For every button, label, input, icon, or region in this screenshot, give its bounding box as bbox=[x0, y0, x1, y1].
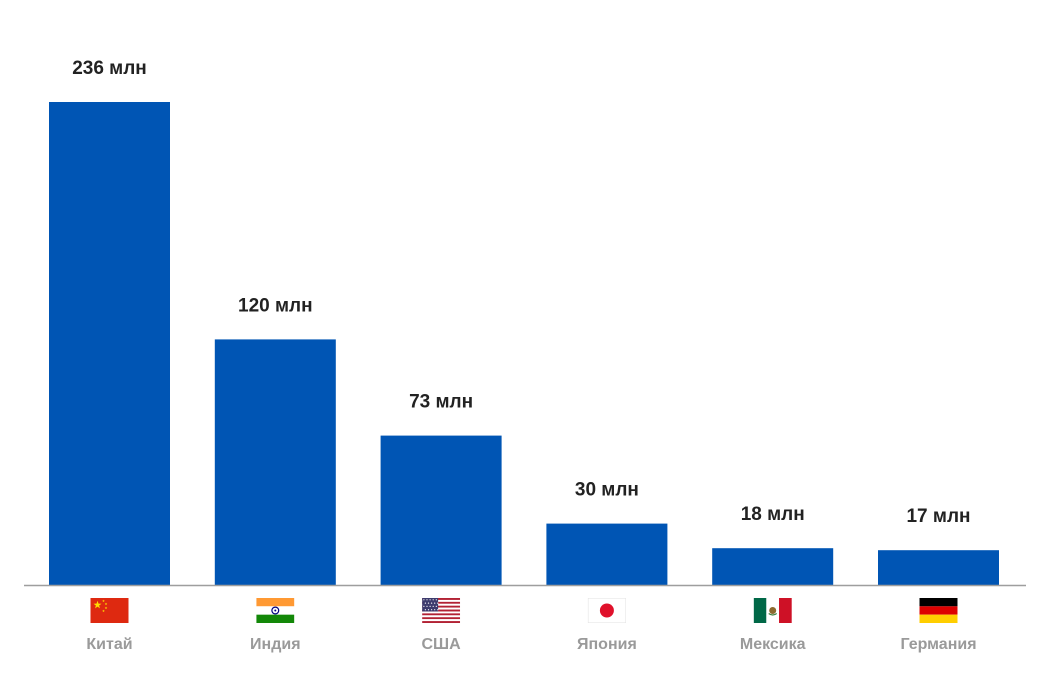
germany-flag-icon bbox=[919, 598, 958, 623]
bar-2 bbox=[214, 339, 336, 585]
value-label-6: 17 млн bbox=[906, 506, 970, 527]
bar-1 bbox=[49, 102, 170, 585]
value-label-2: 120 млн bbox=[238, 295, 313, 316]
usa-flag-icon bbox=[422, 598, 461, 623]
category-label-2: Индия bbox=[250, 636, 301, 653]
category-label-5: Мексика bbox=[740, 636, 806, 653]
india-flag-icon bbox=[256, 598, 295, 623]
category-label-1: Китай bbox=[86, 636, 132, 653]
bar-5 bbox=[712, 548, 834, 585]
category-label-6: Германия bbox=[900, 636, 976, 653]
mexico-flag-icon bbox=[753, 598, 792, 623]
value-label-5: 18 млн bbox=[741, 504, 805, 525]
bar-6 bbox=[878, 550, 999, 585]
category-label-3: США bbox=[422, 636, 462, 653]
value-label-3: 73 млн bbox=[409, 392, 473, 413]
country-flags bbox=[90, 598, 958, 623]
bars bbox=[49, 102, 999, 585]
value-label-1: 236 млн bbox=[72, 58, 147, 79]
bar-3 bbox=[380, 435, 502, 585]
category-labels: Китай Индия США Япония Мексика Германия bbox=[86, 636, 976, 653]
value-labels: 236 млн 120 млн 73 млн 30 млн 18 млн 17 млн bbox=[72, 58, 970, 527]
china-flag-icon bbox=[90, 598, 129, 623]
category-label-4: Япония bbox=[577, 636, 637, 653]
bar-4 bbox=[546, 523, 668, 585]
japan-flag-icon bbox=[587, 598, 626, 623]
value-label-4: 30 млн bbox=[575, 480, 639, 501]
